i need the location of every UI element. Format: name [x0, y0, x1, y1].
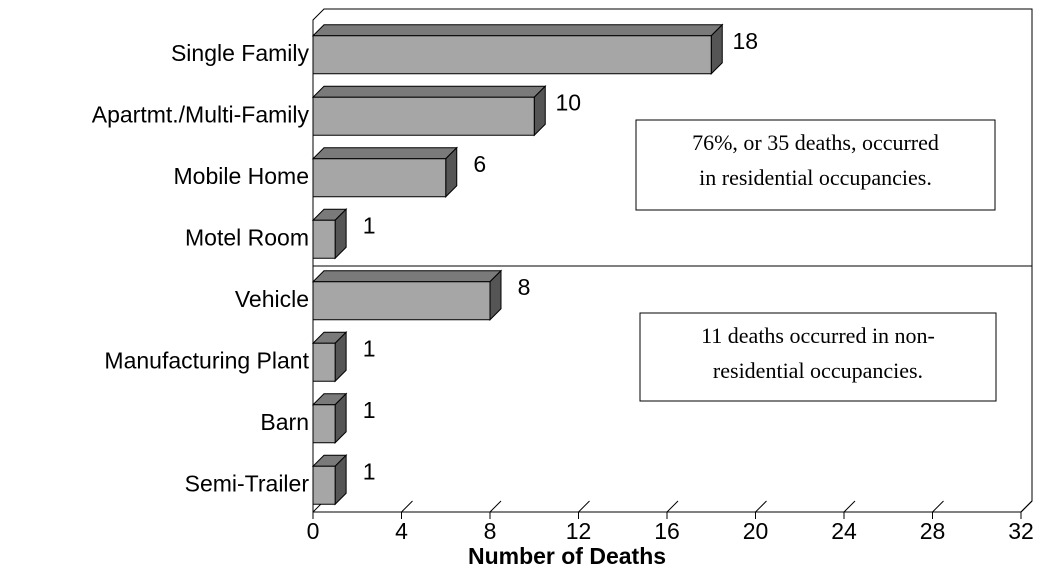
plot-frame	[312, 8, 1033, 513]
y-tick-label: Mobile Home	[174, 163, 310, 189]
data-label: 10	[555, 89, 581, 115]
bar-front	[312, 219, 336, 259]
bar	[311, 85, 547, 137]
data-label: 6	[473, 151, 486, 177]
annotation-text: residential occupancies.	[713, 358, 923, 383]
x-tick-depth	[578, 500, 590, 513]
bar	[311, 392, 348, 444]
annotation-text: in residential occupancies.	[699, 165, 932, 190]
y-tick-label: Apartmt./Multi-Family	[92, 101, 310, 127]
x-tick-label: 4	[395, 518, 408, 544]
x-tick-label: 8	[484, 518, 497, 544]
bar-top	[311, 270, 503, 283]
bar-front	[312, 342, 336, 382]
bar-top	[311, 85, 547, 98]
x-tick-depth	[843, 500, 856, 513]
x-tick-depth	[932, 500, 944, 513]
bar-top	[311, 147, 458, 160]
y-tick-label: Semi-Trailer	[185, 470, 310, 496]
y-tick-label: Motel Room	[185, 224, 309, 250]
x-tick-label: 16	[654, 518, 680, 544]
x-tick-label: 12	[566, 518, 592, 544]
bar	[311, 331, 348, 383]
y-tick-label: Barn	[260, 409, 309, 435]
bar	[311, 146, 458, 198]
data-label: 1	[363, 397, 376, 423]
bar-front	[312, 96, 535, 136]
bar-front	[312, 465, 336, 505]
annotation-box	[635, 119, 996, 211]
x-tick-label: 24	[831, 518, 857, 544]
data-label: 1	[363, 458, 376, 484]
y-tick-label: Vehicle	[235, 286, 309, 312]
bar-top	[311, 24, 724, 37]
x-tick-label: 20	[743, 518, 769, 544]
data-label: 1	[363, 212, 376, 238]
data-label: 8	[518, 274, 531, 300]
bar-front	[312, 35, 712, 75]
bar	[311, 454, 348, 506]
x-tick-depth	[401, 500, 413, 513]
annotation-text: 76%, or 35 deaths, occurred	[692, 130, 939, 155]
x-tick-label: 28	[920, 518, 946, 544]
x-tick-depth	[666, 500, 679, 513]
annotation-box	[639, 312, 997, 402]
bar	[311, 208, 348, 260]
x-tick-label: 0	[307, 518, 320, 544]
bar-front	[312, 281, 491, 321]
bar-front	[312, 404, 336, 444]
x-tick-label: 32	[1008, 518, 1034, 544]
data-label: 1	[363, 335, 376, 361]
bar	[311, 269, 503, 321]
annotation-text: 11 deaths occurred in non-	[701, 323, 935, 348]
x-axis-title: Number of Deaths	[468, 543, 666, 569]
data-label: 18	[732, 28, 758, 54]
y-tick-label: Single Family	[171, 40, 310, 66]
bar-front	[312, 158, 447, 198]
x-tick-depth	[489, 500, 502, 513]
x-tick-depth	[755, 500, 767, 513]
bar	[311, 23, 724, 75]
y-tick-label: Manufacturing Plant	[104, 347, 309, 373]
x-tick-depth	[1020, 500, 1033, 513]
